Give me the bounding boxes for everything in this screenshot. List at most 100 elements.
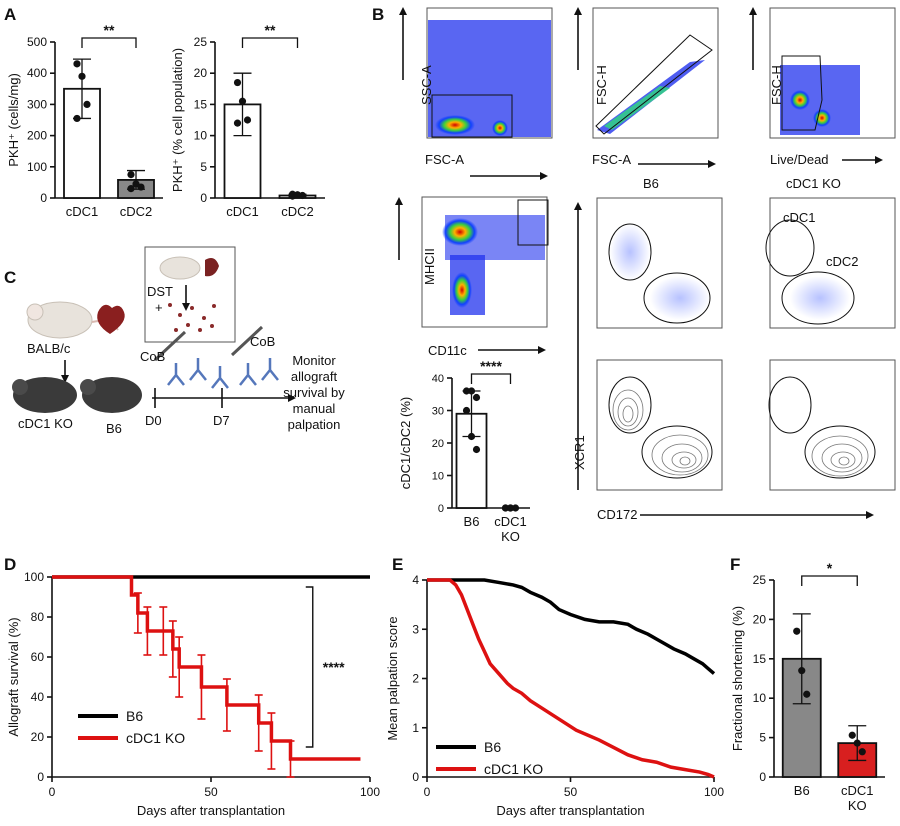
gate-cdc1 — [768, 376, 812, 434]
gate-cdc1 — [765, 219, 815, 277]
b6-label: B6 — [106, 421, 122, 436]
ko-label: cDC1 KO — [18, 416, 73, 431]
y-tick-label: 80 — [31, 610, 45, 624]
bar-chart-F: 0 5 10 15 20 25 Fractional shortening (%) B6 cDC… — [730, 560, 885, 813]
flow-density-hotspot — [442, 218, 478, 246]
bar-chart-A-left: 0 100 200 300 400 500 PKH⁺ (cells/mg) cDC1 cDC2 *… — [6, 22, 163, 219]
series-line — [52, 575, 361, 761]
data-point — [73, 114, 81, 123]
flow-density-hotspot — [492, 120, 508, 136]
cob-label-1: CoB — [140, 349, 165, 364]
b6-mouse-icon — [80, 377, 142, 413]
flow-dot-cloud — [610, 224, 650, 280]
legend-label: B6 — [484, 739, 501, 755]
balbc-mouse-icon — [26, 301, 119, 339]
arrow-head — [540, 172, 548, 180]
flow-gate — [781, 55, 823, 131]
group-label-b6: B6 — [643, 176, 659, 191]
y-tick-label: 15 — [194, 97, 208, 111]
y-tick-label: 0 — [37, 770, 44, 784]
plus-label: + — [155, 300, 163, 315]
contour-lines — [612, 389, 709, 476]
cd11c-label: CD11c — [428, 343, 467, 358]
data-point — [858, 748, 866, 756]
y-tick-label: 20 — [432, 438, 444, 450]
y-tick-label: 25 — [753, 573, 767, 587]
y-axis-label: PKH⁺ (cells/mg) — [6, 73, 21, 167]
y-tick-label: 30 — [432, 406, 444, 418]
y-tick-label: 10 — [753, 691, 767, 705]
y-tick-label: 10 — [432, 471, 444, 483]
arrow-head — [708, 160, 716, 168]
data-point — [137, 183, 145, 191]
y-axis-label: cDC1/cDC2 (%) — [398, 397, 413, 489]
y-tick-label: 0 — [438, 503, 444, 515]
y-tick-label: 20 — [194, 66, 208, 80]
arrow-head — [749, 7, 757, 15]
x-tick-label: 0 — [424, 785, 431, 799]
data-point — [127, 171, 135, 179]
y-axis-label: Mean palpation score — [385, 616, 400, 740]
data-point — [233, 119, 242, 127]
y-axis-label: Fractional shortening (%) — [730, 606, 745, 751]
data-point — [83, 100, 91, 108]
panel-label-a: A — [4, 5, 16, 24]
data-point — [793, 627, 801, 635]
data-point — [798, 667, 806, 675]
d0-label: D0 — [145, 413, 162, 428]
data-point — [243, 116, 252, 124]
arrow-head — [182, 303, 190, 311]
panel-label-c: C — [4, 268, 16, 287]
y-tick-label: 0 — [759, 770, 766, 784]
x-tick-label: 100 — [360, 785, 380, 799]
significance-label: ** — [265, 22, 276, 38]
monitor-line: Monitor — [292, 353, 336, 368]
xcr1-label: XCR1 — [572, 435, 587, 470]
data-point — [467, 432, 476, 441]
flow-plot-mhcii-cd11c — [421, 196, 549, 328]
significance-bracket — [470, 373, 512, 384]
arrow-head — [538, 346, 546, 354]
cob-label-2: CoB — [250, 334, 275, 349]
category-label: KO — [848, 798, 867, 813]
monitor-line: palpation — [288, 417, 341, 432]
heart-icon — [97, 304, 125, 334]
y-axis-label: PKH⁺ (% cell population) — [170, 48, 185, 192]
y-tick-label: 10 — [194, 129, 208, 143]
flow-density-hotspot — [435, 115, 475, 135]
fsc-a-label-2: FSC-A — [592, 152, 631, 167]
y-tick-label: 0 — [200, 191, 207, 205]
gate-label-cdc1: cDC1 — [783, 210, 816, 225]
data-point — [472, 393, 481, 402]
arrow-head — [399, 7, 407, 15]
category-label: cDC1 — [226, 204, 259, 219]
arrow-head — [395, 197, 403, 205]
arrow-head — [574, 7, 582, 15]
y-tick-label: 2 — [412, 672, 419, 686]
gate-cdc2 — [641, 425, 713, 479]
bar — [455, 412, 488, 509]
d7-label: D7 — [213, 413, 230, 428]
syringe-icon — [230, 325, 264, 357]
panel-label-e: E — [392, 555, 403, 574]
data-point — [462, 387, 471, 395]
data-point — [462, 406, 471, 415]
bar-chart-A-right: 0 5 10 15 20 25 PKH⁺ (% cell population) cDC1 cD… — [170, 22, 325, 219]
flow-dot-cloud — [790, 276, 850, 320]
antibody-icons — [167, 358, 279, 389]
monitor-line: allograft — [291, 369, 338, 384]
y-tick-label: 500 — [27, 35, 47, 49]
arrow-head — [61, 375, 69, 383]
flow-plot-xcr1-b6-dot — [596, 197, 723, 329]
data-point — [238, 97, 247, 105]
significance-label: **** — [323, 659, 345, 675]
data-point — [127, 185, 135, 193]
flow-plot-live-dead — [769, 7, 896, 139]
flow-gate — [595, 34, 713, 135]
flow-gate — [431, 94, 513, 138]
y-tick-label: 1 — [412, 721, 419, 735]
data-point — [467, 387, 476, 395]
schematic: BALB/c cDC1 KO B6 DST + CoB CoB — [12, 246, 345, 436]
